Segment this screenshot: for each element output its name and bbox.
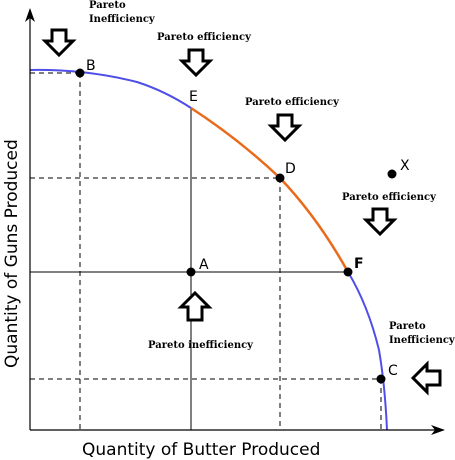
point-f-label: F [354,256,364,272]
annotation-efficiency-2: Pareto efficiency [245,97,340,108]
point-d-label: D [285,161,296,177]
point-a-marker [186,267,196,277]
point-x-marker [387,169,397,179]
point-c-marker [376,374,386,384]
down-arrow-icon [362,207,398,237]
annotation-right-line1: Pareto [389,321,426,332]
annotation-efficiency-1: Pareto efficiency [157,32,252,43]
point-x-label: X [400,158,410,174]
x-axis-title: Quantity of Butter Produced [82,440,320,460]
annotation-right-line2: Inefficiency [389,335,455,346]
down-arrow-icon [41,28,77,58]
up-arrow-icon [177,290,213,322]
y-axis-title: Quantity of Guns Produced [2,139,22,368]
down-arrow-icon [178,48,214,78]
point-c-label: C [388,363,398,379]
frontier-curve-efficient-segment [190,106,350,273]
point-a-label: A [199,257,209,273]
annotation-inefficiency-center: Pareto inefficiency [148,340,254,351]
left-arrow-icon [410,360,442,396]
down-arrow-icon [267,113,303,143]
frontier-curve-inefficient-segments [29,68,388,431]
annotation-efficiency-3: Pareto efficiency [342,192,437,203]
annotation-top-left-line2: Inefficiency [89,14,156,25]
point-e-label: E [189,89,198,105]
annotation-top-left-line1: Pareto [89,0,126,11]
point-b-marker [75,68,85,78]
point-f-marker [343,267,353,277]
point-d-marker [275,173,285,183]
point-b-label: B [86,58,96,74]
